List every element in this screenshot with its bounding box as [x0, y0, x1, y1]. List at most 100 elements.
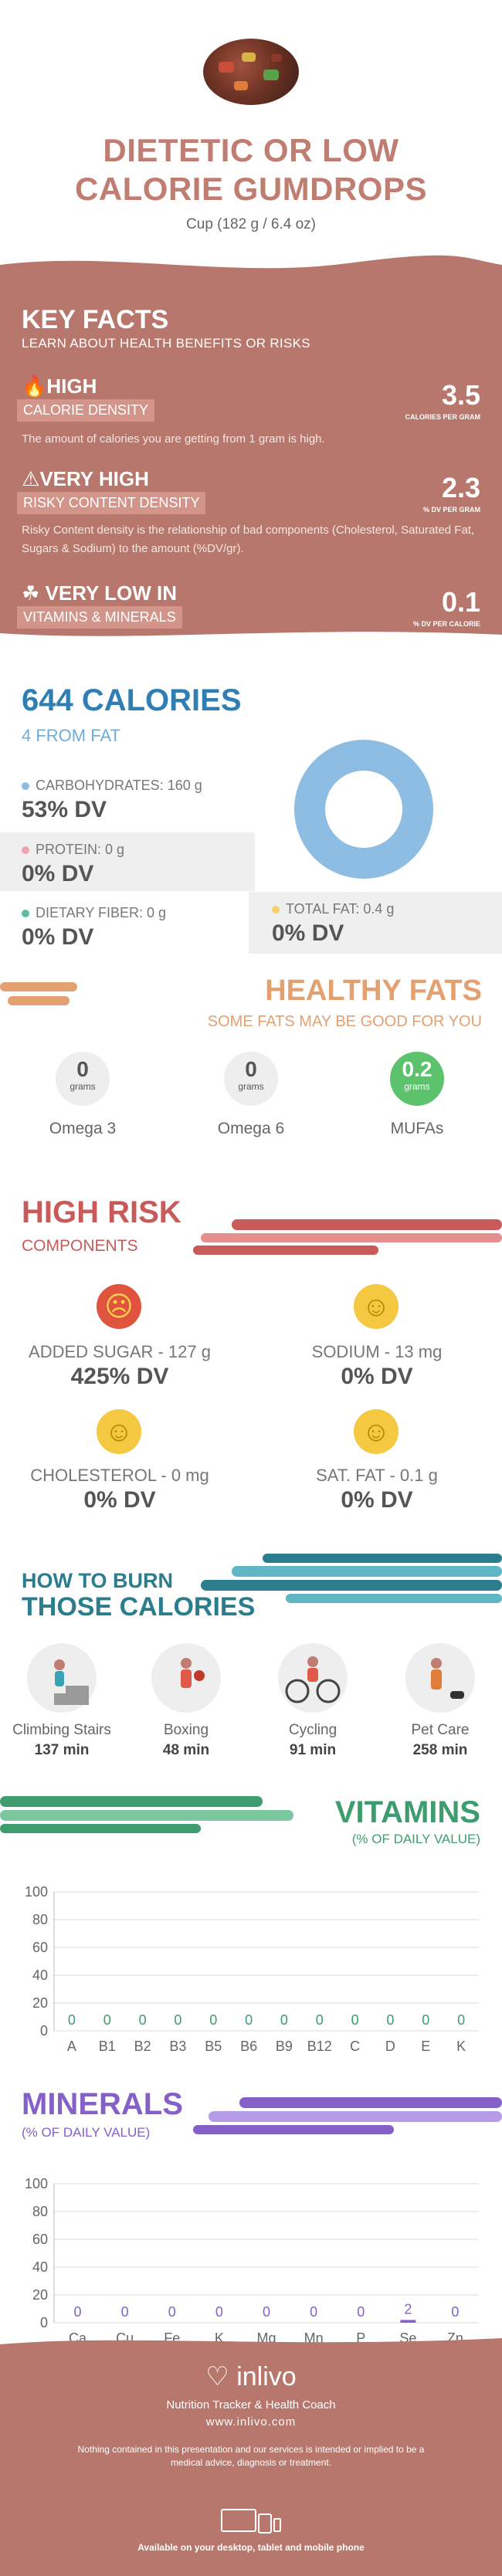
total-fat-stat: TOTAL FAT: 0.4 g 0% DV — [249, 892, 502, 954]
omega-3-name: Omega 3 — [49, 1120, 117, 1137]
burn-title-line-2: THOSE CALORIES — [22, 1592, 256, 1622]
happy-face-icon: ☺ — [97, 1409, 141, 1454]
dietary-fiber-label-text: DIETARY FIBER: 0 g — [36, 905, 167, 920]
sodium-label: SODIUM - 13 mg — [311, 1342, 443, 1361]
omega-6-value: 0 — [245, 1057, 257, 1081]
footer: ♡ inlivo Nutrition Tracker & Health Coac… — [0, 2338, 502, 2576]
minerals-bar-Se — [400, 2320, 416, 2323]
vitamins-subtitle: (% OF DAILY VALUE) — [351, 1832, 480, 1846]
key-facts-subtitle: LEARN ABOUT HEALTH BENEFITS OR RISKS — [22, 336, 310, 351]
footer-wave — [0, 2338, 502, 2349]
vitamins-minerals-value: 0.1 — [441, 586, 480, 618]
protein-stat: PROTEIN: 0 g 0% DV — [0, 832, 255, 891]
boxing-name: Boxing — [163, 1722, 209, 1738]
title-line-1: DIETETIC OR LOW — [103, 132, 399, 168]
omega-6-circle: 0 grams — [224, 1052, 278, 1106]
cycling-minutes: 91 min — [289, 1742, 337, 1758]
header-wave — [0, 255, 502, 279]
vitamins-value-label-B1: 0 — [103, 2012, 111, 2028]
vitamins-stripe — [0, 1796, 293, 1833]
minerals-y-tick-label: 20 — [32, 2287, 48, 2303]
added-sugar-dv: 425% DV — [70, 1364, 169, 1389]
vitamins-y-tick-label: 0 — [40, 2023, 48, 2039]
risky-content-description: Risky Content density is the relationshi… — [22, 524, 475, 555]
mufas-circle: 0.2 grams — [390, 1052, 444, 1106]
dietary-fiber-label: DIETARY FIBER: 0 g — [22, 905, 247, 921]
dietary-fiber-stat: DIETARY FIBER: 0 g 0% DV — [0, 896, 247, 960]
climbing-stairs-icon — [27, 1643, 97, 1713]
minerals-category-label-Mn: Mn — [304, 2330, 324, 2346]
total-fat-label-text: TOTAL FAT: 0.4 g — [286, 901, 395, 917]
minerals-value-label-Cu: 0 — [121, 2304, 129, 2320]
vitamins-y-tick-label: 80 — [32, 1912, 48, 1927]
carbohydrates-dv: 53% DV — [22, 797, 107, 822]
carbohydrates-dot — [22, 782, 29, 790]
pet-care-name: Pet Care — [411, 1722, 470, 1738]
pet-care-icon — [405, 1643, 475, 1713]
mufas-unit: grams — [404, 1081, 430, 1092]
pet-care-minutes: 258 min — [412, 1742, 468, 1758]
carbohydrates-label-text: CARBOHYDRATES: 160 g — [36, 778, 202, 793]
protein-label: PROTEIN: 0 g — [22, 842, 255, 858]
minerals-y-tick-label: 40 — [32, 2259, 48, 2275]
devices-icon — [221, 2509, 281, 2534]
total-fat-label: TOTAL FAT: 0.4 g — [272, 901, 502, 917]
key-facts-title: KEY FACTS — [22, 305, 169, 334]
climbing-stairs-name: Climbing Stairs — [12, 1722, 111, 1738]
minerals-category-label-P: P — [356, 2330, 365, 2346]
vitamins-value-label-D: 0 — [386, 2012, 394, 2028]
key-facts-section: KEY FACTS LEARN ABOUT HEALTH BENEFITS OR… — [0, 274, 502, 642]
vitamins-minerals-level-text: VERY LOW IN — [45, 581, 178, 605]
minerals-value-label-Mn: 0 — [310, 2304, 317, 2320]
minerals-value-label-P: 0 — [357, 2304, 365, 2320]
protein-dv: 0% DV — [22, 861, 94, 886]
vitamins-minerals-unit: % DV PER CALORIE — [412, 620, 480, 628]
calorie-density-description: The amount of calories you are getting f… — [22, 432, 325, 446]
protein-label-text: PROTEIN: 0 g — [36, 842, 125, 857]
calories-title: 644 CALORIES — [22, 683, 242, 717]
vitamins-value-label-A: 0 — [68, 2012, 76, 2028]
vitamins-value-label-B9: 0 — [280, 2012, 288, 2028]
omega-3-unit: grams — [70, 1081, 96, 1092]
brand-tagline: Nutrition Tracker & Health Coach — [166, 2398, 336, 2412]
omega-3-circle: 0 grams — [56, 1052, 110, 1106]
vitamins-category-label-C: C — [350, 2039, 360, 2054]
calorie-density-label: CALORIE DENSITY — [17, 399, 155, 422]
vitamins-category-label-D: D — [385, 2039, 395, 2054]
vitamins-category-label-B2: B2 — [134, 2039, 151, 2054]
minerals-y-tick-label: 80 — [32, 2204, 48, 2219]
vitamins-minerals-label: VITAMINS & MINERALS — [17, 606, 182, 629]
added-sugar-label: ADDED SUGAR - 127 g — [29, 1342, 211, 1361]
vitamins-value-label-B2: 0 — [139, 2012, 147, 2028]
page-title: DIETETIC OR LOW CALORIE GUMDROPS — [0, 131, 502, 208]
cycling-icon — [278, 1643, 348, 1713]
calories-from-fat: 4 FROM FAT — [22, 726, 120, 745]
happy-face-icon: ☺ — [354, 1284, 399, 1329]
vitamins-value-label-B3: 0 — [174, 2012, 181, 2028]
burn-stripe — [201, 1554, 502, 1603]
minerals-value-label-Zn: 0 — [451, 2304, 459, 2320]
vitamins-y-tick-label: 40 — [32, 1968, 48, 1983]
burn-title-line-1: HOW TO BURN — [22, 1569, 173, 1592]
brand-logo[interactable]: ♡ inlivo — [0, 2361, 502, 2392]
vitamins-value-label-E: 0 — [422, 2012, 429, 2028]
vitamins-minerals-level: ☘ VERY LOW IN — [22, 581, 177, 605]
vitamins-y-tick-label: 60 — [32, 1940, 48, 1955]
website-link[interactable]: www.inlivo.com — [205, 2415, 297, 2429]
vitamins-value-label-B12: 0 — [316, 2012, 324, 2028]
vitamins-category-label-B6: B6 — [240, 2039, 257, 2054]
vitamins-category-label-B1: B1 — [99, 2039, 116, 2054]
food-photo — [203, 39, 299, 105]
sat-fat-label: SAT. FAT - 0.1 g — [316, 1466, 438, 1485]
cholesterol-dv: 0% DV — [83, 1487, 156, 1513]
climbing-stairs-minutes: 137 min — [34, 1742, 90, 1758]
warning-icon: ⚠ — [22, 467, 40, 490]
high-risk-title: HIGH RISK — [22, 1195, 181, 1229]
calorie-density-value: 3.5 — [441, 379, 480, 411]
donut-hole — [327, 772, 401, 846]
vitamins-title: VITAMINS — [334, 1795, 480, 1829]
vitamins-category-label-B3: B3 — [169, 2039, 186, 2054]
calories-donut-chart — [294, 740, 433, 879]
